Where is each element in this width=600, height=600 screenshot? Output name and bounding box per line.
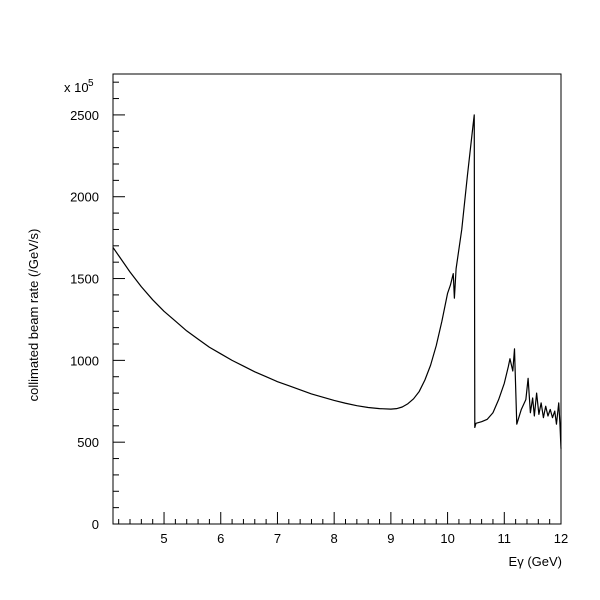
x-axis-label: Eγ (GeV) <box>509 554 562 569</box>
y-tick-label: 1000 <box>70 353 99 368</box>
x-tick-label: 5 <box>160 531 167 546</box>
y-multiplier-exponent: 5 <box>88 78 94 89</box>
x-tick-label: 8 <box>331 531 338 546</box>
x-tick-label: 11 <box>498 531 512 546</box>
x-tick-label: 9 <box>387 531 394 546</box>
y-tick-label: 1500 <box>70 272 99 287</box>
y-tick-label: 2000 <box>70 190 99 205</box>
y-axis-label: collimated beam rate (/GeV/s) <box>26 229 41 402</box>
y-tick-label: 2500 <box>70 108 99 123</box>
plot-frame <box>112 73 562 525</box>
series-line <box>112 114 562 449</box>
x-tick-label: 10 <box>440 531 454 546</box>
x-tick-label: 6 <box>217 531 224 546</box>
x-tick-label: 12 <box>554 531 568 546</box>
x-tick-label: 7 <box>274 531 281 546</box>
y-tick-label: 0 <box>92 517 99 532</box>
y-tick-label: 500 <box>77 435 99 450</box>
y-multiplier-label: x 10 <box>64 80 89 95</box>
